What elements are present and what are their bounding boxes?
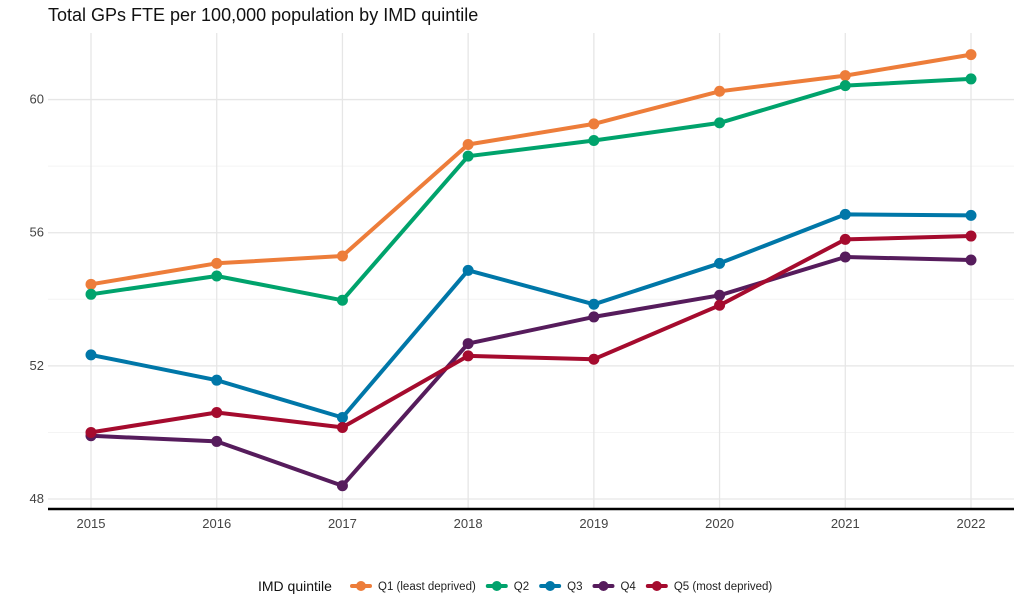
- data-point: [839, 251, 851, 263]
- x-tick-label: 2022: [957, 516, 986, 531]
- data-point: [85, 288, 97, 300]
- x-tick-label: 2015: [77, 516, 106, 531]
- legend-key-point: [491, 581, 502, 591]
- series-line-4: [89, 255, 973, 488]
- legend-item: Q3: [539, 581, 582, 593]
- series-line-5: [89, 234, 973, 435]
- y-tick-label: 56: [30, 225, 44, 240]
- data-point: [462, 350, 474, 362]
- data-point: [588, 311, 600, 323]
- data-point: [336, 411, 348, 423]
- data-point: [965, 254, 977, 266]
- series-points: [85, 49, 977, 492]
- legend-key-point: [356, 581, 366, 591]
- data-point: [588, 298, 600, 310]
- data-point: [85, 426, 97, 438]
- legend-key-point: [651, 581, 662, 591]
- legend-item: Q4: [592, 581, 636, 593]
- data-point: [336, 250, 348, 262]
- data-point: [462, 150, 474, 162]
- data-point: [462, 139, 474, 151]
- legend-item: Q2: [485, 581, 529, 593]
- legend-label: Q5 (most deprived): [674, 581, 773, 593]
- data-point: [588, 118, 600, 130]
- legend-label: Q3: [567, 581, 582, 593]
- data-point: [462, 264, 474, 276]
- legend-key-point: [545, 581, 556, 591]
- series-line-1: [89, 52, 973, 287]
- x-tick-label: 2021: [831, 516, 860, 531]
- data-point: [714, 289, 726, 301]
- data-point: [588, 135, 600, 147]
- legend-key-point: [598, 581, 609, 591]
- x-tick-label: 2019: [579, 516, 608, 531]
- y-tick-label: 48: [30, 491, 44, 506]
- data-point: [714, 85, 726, 97]
- y-tick-label: 60: [30, 92, 44, 107]
- data-point: [588, 353, 600, 365]
- y-axis-ticks: 48 52 56 60: [30, 92, 44, 506]
- data-point: [965, 73, 977, 85]
- data-point: [211, 270, 223, 282]
- data-point: [965, 49, 977, 61]
- data-point: [462, 338, 474, 350]
- series-lines: [89, 52, 973, 488]
- series-line-2: [89, 76, 973, 303]
- data-point: [211, 374, 223, 386]
- legend-item: Q5 (most deprived): [645, 581, 773, 593]
- legend: IMD quintile Q1 (least deprived) Q2 Q3 Q4 Q5…: [258, 578, 772, 594]
- data-point: [714, 117, 726, 129]
- legend-items: Q1 (least deprived) Q2 Q3 Q4 Q5 (most depriv…: [350, 581, 773, 593]
- data-point: [965, 230, 977, 242]
- data-point: [85, 349, 97, 361]
- legend-title: IMD quintile: [258, 578, 332, 594]
- legend-item: Q1 (least deprived): [350, 581, 476, 593]
- data-point: [965, 209, 977, 221]
- data-point: [336, 294, 348, 306]
- chart-title: Total GPs FTE per 100,000 population by …: [48, 5, 478, 25]
- x-tick-label: 2016: [202, 516, 231, 531]
- data-point: [336, 480, 348, 492]
- data-point: [714, 257, 726, 269]
- data-point: [211, 406, 223, 418]
- data-point: [839, 233, 851, 245]
- x-tick-label: 2018: [454, 516, 483, 531]
- data-point: [839, 80, 851, 92]
- x-axis-ticks: 2015 2016 2017 2018 2019 2020 2021 2022: [77, 516, 986, 531]
- series-line-3: [89, 212, 973, 420]
- legend-label: Q1 (least deprived): [378, 581, 476, 593]
- data-point: [839, 208, 851, 220]
- legend-label: Q4: [620, 581, 636, 593]
- x-tick-label: 2020: [705, 516, 734, 531]
- data-point: [839, 70, 851, 82]
- grid-lines: [48, 33, 1014, 509]
- data-point: [211, 435, 223, 447]
- legend-label: Q2: [514, 581, 529, 593]
- data-point: [85, 278, 97, 290]
- y-tick-label: 52: [30, 358, 44, 373]
- x-tick-label: 2017: [328, 516, 357, 531]
- data-point: [211, 257, 223, 269]
- data-point: [714, 299, 726, 311]
- data-point: [336, 421, 348, 433]
